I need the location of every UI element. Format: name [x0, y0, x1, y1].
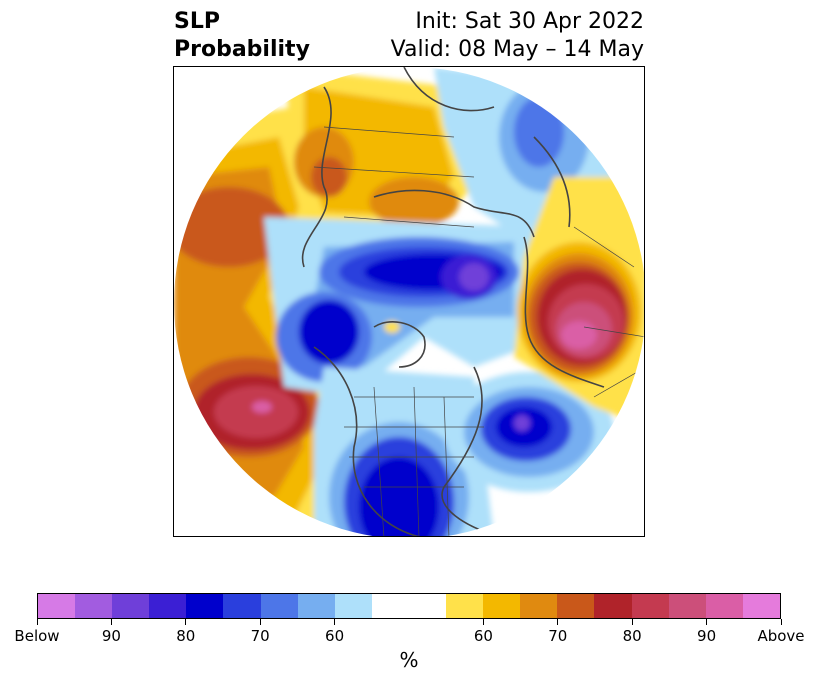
probability-field [174, 67, 644, 536]
colorbar-segment [112, 594, 150, 618]
polar-map [173, 66, 645, 537]
colorbar-tick-label: 70 [250, 627, 270, 645]
colorbar-segment [483, 594, 521, 618]
colorbar-tick-label: Above [757, 627, 805, 645]
colorbar-segment [557, 594, 595, 618]
colorbar-segment [75, 594, 113, 618]
map-graphic [174, 67, 644, 536]
colorbar-tick [185, 619, 187, 625]
colorbar-tick [36, 619, 38, 625]
colorbar-tick [631, 619, 633, 625]
colorbar-segment [260, 594, 298, 618]
colorbar-tick [780, 619, 782, 625]
colorbar-tick-label: 90 [697, 627, 717, 645]
colorbar-unit-label: % [399, 648, 419, 672]
colorbar-tick-label: 60 [473, 627, 493, 645]
colorbar-tick [110, 619, 112, 625]
colorbar-tick-label: 80 [622, 627, 642, 645]
colorbar-segment [334, 594, 372, 618]
colorbar-segment [371, 594, 409, 618]
colorbar-segment [631, 594, 669, 618]
colorbar-tick-label: 60 [325, 627, 345, 645]
colorbar [37, 593, 781, 619]
colorbar-tick-label: 70 [548, 627, 568, 645]
colorbar-tick-label: Below [14, 627, 60, 645]
colorbar-segment [594, 594, 632, 618]
colorbar-tick [259, 619, 261, 625]
colorbar-segment [297, 594, 335, 618]
colorbar-tick [557, 619, 559, 625]
colorbar-segment [668, 594, 706, 618]
colorbar-segment [520, 594, 558, 618]
colorbar-segment [186, 594, 224, 618]
colorbar-segment [149, 594, 187, 618]
colorbar-segment [38, 594, 76, 618]
colorbar-tick-label: 90 [101, 627, 121, 645]
colorbar-tick [334, 619, 336, 625]
title-line-probability: Probability [174, 37, 310, 62]
colorbar-segment [446, 594, 484, 618]
init-date-label: Init: Sat 30 Apr 2022 [415, 9, 644, 34]
colorbar-segment [223, 594, 261, 618]
valid-date-label: Valid: 08 May – 14 May [390, 37, 644, 62]
coastlines [301, 67, 605, 536]
title-line-slp: SLP [174, 9, 220, 34]
map-dates: Init: Sat 30 Apr 2022 Valid: 08 May – 14… [391, 8, 644, 64]
colorbar-segment [742, 594, 780, 618]
colorbar-tick-label: 80 [176, 627, 196, 645]
colorbar-segment [408, 594, 447, 618]
colorbar-segment [705, 594, 743, 618]
colorbar-tick [706, 619, 708, 625]
colorbar-tick [482, 619, 484, 625]
map-title: SLP Probability [174, 8, 310, 64]
